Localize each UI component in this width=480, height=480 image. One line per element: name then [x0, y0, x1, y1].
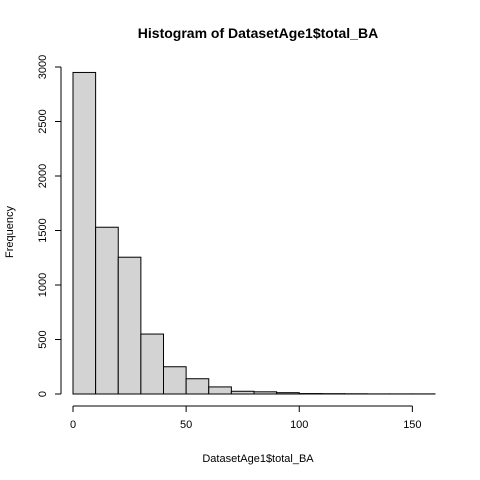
x-axis-label: DatasetAge1$total_BA: [202, 453, 314, 465]
histogram-bar-9: [276, 392, 300, 395]
y-tick-label: 3000: [37, 55, 49, 79]
x-tick-label: 150: [403, 419, 421, 431]
histogram-bar-6: [208, 386, 232, 395]
histogram-bar-3: [140, 333, 164, 395]
histogram-bar-4: [163, 366, 187, 395]
bars-group: [72, 71, 436, 395]
y-tick-label: 2000: [37, 164, 49, 188]
y-axis: 0 500 1000 1500 2000 2500 3000: [37, 55, 62, 397]
y-tick-label: 2500: [37, 109, 49, 133]
y-tick-label: 1500: [37, 218, 49, 242]
histogram-bar-8: [253, 391, 278, 395]
chart-title: Histogram of DatasetAge1$total_BA: [138, 25, 378, 41]
x-axis: 0 50 100 150: [70, 405, 422, 431]
y-tick-label: 500: [37, 330, 49, 348]
x-tick-label: 0: [70, 419, 76, 431]
histogram-bar-7: [230, 390, 255, 395]
y-tick-label: 0: [37, 391, 49, 397]
histogram-bar-0: [72, 71, 97, 395]
x-tick-label: 50: [180, 419, 192, 431]
histogram-bar-1: [95, 226, 119, 395]
histogram-bar-2: [117, 256, 142, 395]
y-tick-label: 1000: [37, 273, 49, 297]
x-tick-label: 100: [290, 419, 308, 431]
y-axis-label: Frequency: [4, 206, 16, 258]
histogram-bar-5: [185, 378, 210, 395]
